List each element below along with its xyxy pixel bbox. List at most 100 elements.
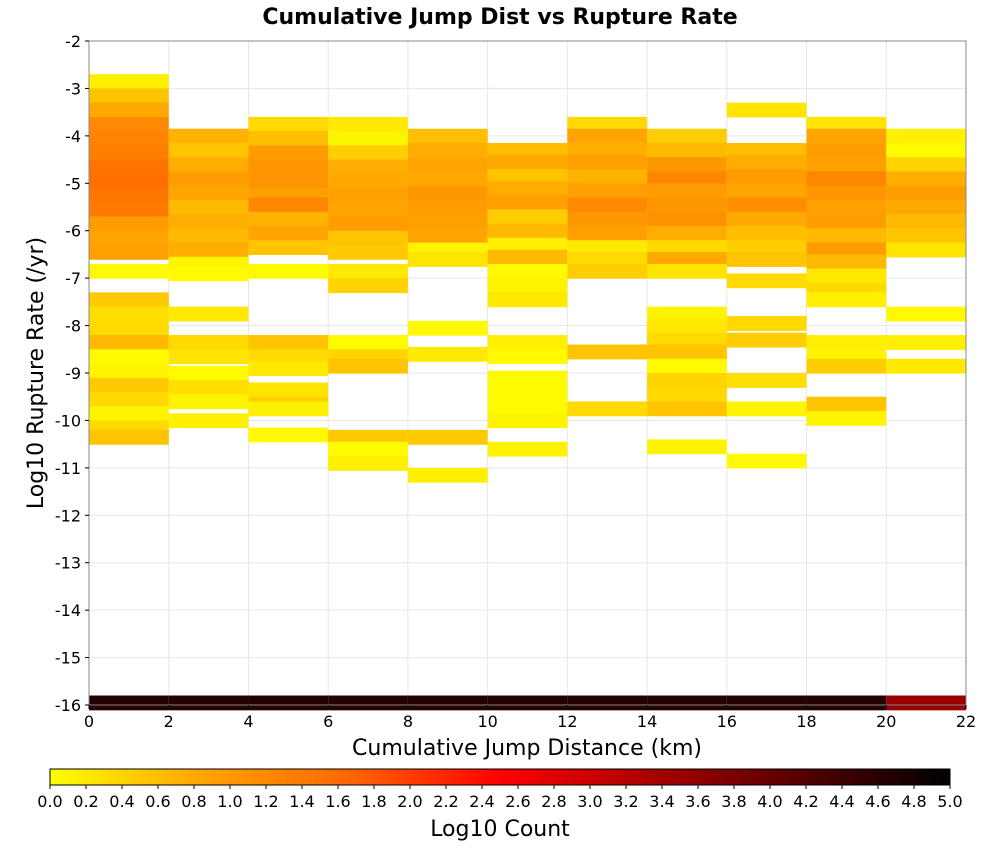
heatmap-cell xyxy=(726,211,807,227)
heatmap-cell xyxy=(886,128,966,144)
heatmap-cell xyxy=(567,211,648,227)
x-tick-label: 22 xyxy=(956,712,976,731)
heatmap-cell xyxy=(886,335,966,350)
heatmap-cell xyxy=(647,358,727,374)
heatmap-cell xyxy=(328,145,408,161)
heatmap-cell xyxy=(487,399,568,414)
heatmap-cell xyxy=(248,263,329,279)
heatmap-cell xyxy=(407,228,488,244)
x-tick-label: 14 xyxy=(637,712,657,731)
heatmap-cell xyxy=(487,169,568,184)
heatmap-cell xyxy=(647,157,727,173)
y-tick-label: -5 xyxy=(65,174,81,193)
colorbar-tick-label: 3.2 xyxy=(613,792,638,811)
heatmap-cell xyxy=(487,335,568,350)
x-tick-label: 20 xyxy=(876,712,896,731)
heatmap-cell xyxy=(886,171,966,187)
heatmap-cell xyxy=(567,401,648,417)
colorbar-tick-label: 4.2 xyxy=(793,792,818,811)
y-tick-label: -6 xyxy=(65,222,81,241)
heatmap-cell xyxy=(89,188,169,203)
heatmap-cell xyxy=(567,197,648,213)
heatmap-cell xyxy=(806,199,887,215)
colorbar-ticks: 0.0 0.2 0.4 0.6 0.8 1.0 1.2 1.4 1.6 1.8 2.0 2.2 2.4 2… xyxy=(37,785,963,811)
heatmap-cell xyxy=(248,361,329,376)
heatmap-cell xyxy=(647,373,727,388)
colorbar-tick-label: 2.0 xyxy=(397,792,422,811)
heatmap-cell xyxy=(328,695,408,711)
heatmap-cell xyxy=(726,273,807,289)
heatmap-cell xyxy=(886,142,966,158)
y-axis-ticks: -2 -3 -4 -5 -6 -7 -8 -9 -10 -11 -12 -13 -14 -15 -16 xyxy=(55,32,89,715)
heatmap-cell xyxy=(806,268,887,284)
colorbar-tick-label: 4.6 xyxy=(865,792,890,811)
colorbar-tick-label: 4.4 xyxy=(829,792,854,811)
heatmap-cell xyxy=(328,441,408,457)
heatmap-cell xyxy=(89,88,169,104)
colorbar-tick-label: 3.8 xyxy=(721,792,746,811)
heatmap-cell xyxy=(806,157,887,173)
heatmap-cell xyxy=(487,278,568,293)
heatmap-cell xyxy=(328,216,408,232)
heatmap-cell xyxy=(567,169,648,184)
heatmap-cell xyxy=(487,249,568,265)
heatmap-cell xyxy=(407,214,488,229)
colorbar-tick-label: 4.8 xyxy=(901,792,926,811)
heatmap-cell xyxy=(647,387,727,403)
heatmap-cell xyxy=(248,145,329,161)
x-tick-label: 2 xyxy=(164,712,174,731)
heatmap-cell xyxy=(567,240,648,256)
heatmap-cell xyxy=(806,128,887,144)
heatmap-cell xyxy=(407,429,488,445)
heatmap-cell xyxy=(168,335,249,350)
x-tick-label: 8 xyxy=(403,712,413,731)
heatmap-cell xyxy=(726,102,807,118)
heatmap-cell xyxy=(168,242,249,258)
colorbar-tick-label: 0.0 xyxy=(37,792,62,811)
heatmap-cell xyxy=(89,335,169,350)
colorbar-tick-label: 5.0 xyxy=(937,792,962,811)
heatmap-cell xyxy=(726,252,807,267)
heatmap-cell xyxy=(168,142,249,158)
heatmap-cell xyxy=(647,401,727,417)
heatmap-cell xyxy=(806,116,887,132)
heatmap-cell xyxy=(328,131,408,146)
heatmap-cell xyxy=(407,199,488,215)
heatmap-cell xyxy=(89,173,169,189)
heatmap-cell xyxy=(407,157,488,173)
heatmap-cell xyxy=(328,456,408,471)
heatmap-cell xyxy=(886,199,966,215)
heatmap-cell xyxy=(726,695,807,711)
heatmap-cell xyxy=(168,199,249,215)
heatmap-cell xyxy=(89,320,169,336)
heatmap-cell xyxy=(328,429,408,445)
heatmap-cell xyxy=(806,292,887,308)
x-tick-label: 16 xyxy=(717,712,737,731)
heatmap-cell xyxy=(806,695,887,711)
heatmap-cell xyxy=(726,240,807,256)
heatmap-cell xyxy=(487,413,568,429)
heatmap-cell xyxy=(647,225,727,241)
heatmap-cell xyxy=(248,211,329,227)
heatmap-cell xyxy=(89,263,169,279)
heatmap-cell xyxy=(89,349,169,365)
colorbar-tick-label: 3.4 xyxy=(649,792,674,811)
heatmap-cell xyxy=(886,358,966,374)
colorbar-tick-label: 0.6 xyxy=(145,792,170,811)
heatmap-cell xyxy=(248,159,329,175)
heatmap-cell xyxy=(248,335,329,350)
heatmap-cell xyxy=(328,358,408,374)
heatmap-cell xyxy=(89,306,169,322)
heatmap-cell xyxy=(726,316,807,331)
heatmap-cell xyxy=(647,344,727,360)
colorbar-label: Log10 Count xyxy=(430,817,570,842)
x-tick-label: 10 xyxy=(477,712,497,731)
heatmap-cell xyxy=(647,171,727,187)
y-tick-label: -16 xyxy=(55,696,81,715)
colorbar-tick-label: 1.2 xyxy=(253,792,278,811)
heatmap-cell xyxy=(407,346,488,362)
heatmap-cell xyxy=(328,188,408,203)
heatmap-cell xyxy=(328,202,408,218)
heatmap-cell xyxy=(248,225,329,241)
heatmap-cell xyxy=(487,195,568,210)
